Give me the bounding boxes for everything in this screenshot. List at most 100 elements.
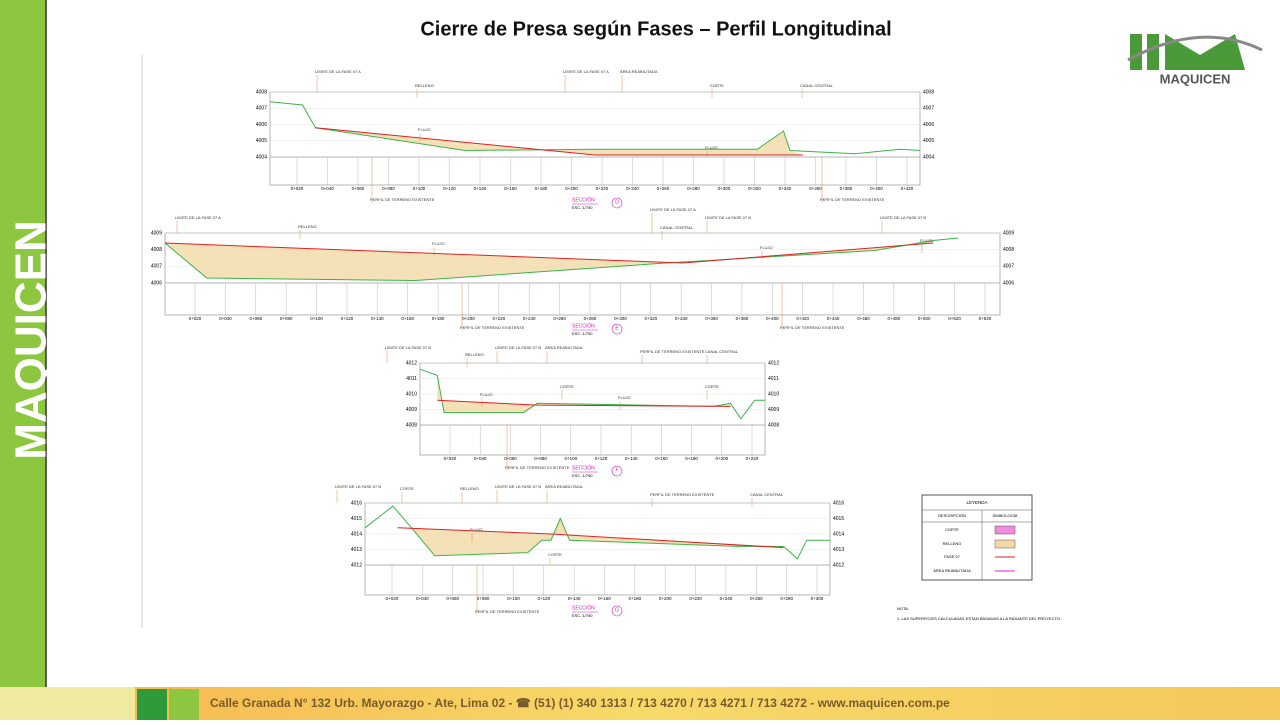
- logo-shape: [1165, 34, 1245, 70]
- legend-swatch: [994, 539, 1016, 549]
- elevation-label: 4006: [1003, 280, 1014, 286]
- annotation: PERFIL DE TERRENO EXISTENTE: [640, 349, 705, 354]
- chainage-label: 0+160: [504, 186, 517, 191]
- chainage-label: 0+320: [644, 316, 657, 321]
- chainage-label: 0+220: [746, 456, 759, 461]
- chainage-label: 0+220: [689, 596, 702, 601]
- chainage-label: 0+240: [720, 596, 733, 601]
- terrain-line: [419, 368, 765, 420]
- chainage-label: 0+200: [462, 316, 475, 321]
- annotation: PERFIL DE TERRENO EXISTENTE: [780, 325, 845, 330]
- annotation: RELLENO: [460, 486, 479, 491]
- legend: LEYENDA DESCRIPCIÓN SIMBOLOGÍA CORTE REL…: [921, 494, 1033, 581]
- terrain-line: [164, 237, 959, 282]
- footer-square: [169, 689, 199, 720]
- elevation-label: 4007: [151, 264, 162, 270]
- station-band: [164, 282, 1001, 316]
- elevation-label: 4012: [351, 562, 362, 568]
- annotation: LÍMITE DE LA FASE 07 A: [650, 207, 696, 212]
- section-circle: [611, 465, 623, 477]
- elevation-label: 4006: [151, 280, 162, 286]
- chainage-label: 0+500: [918, 316, 931, 321]
- chainage-label: 0+140: [474, 186, 487, 191]
- elevation-label: 4012: [406, 360, 417, 366]
- annotation: CORTE: [705, 384, 719, 389]
- annotation: PERFIL DE TERRENO EXISTENTE: [370, 197, 435, 202]
- elevation-label: 4014: [833, 531, 844, 537]
- chainage-label: 0+460: [857, 316, 870, 321]
- annotation: CANAL CENTRAL: [800, 83, 834, 88]
- chainage-label: 0+180: [685, 456, 698, 461]
- annotation: FLUJO: [418, 127, 431, 132]
- design-line: [437, 399, 731, 407]
- legend-row: ÁREA REABILITADA: [933, 568, 971, 573]
- logo-text: MAQUICEN: [1160, 71, 1231, 86]
- logo-arc: [1127, 35, 1263, 62]
- annotation: PERFIL DE TERRENO EXISTENTE: [475, 609, 540, 614]
- elevation-label: 4007: [1003, 264, 1014, 270]
- fill-area: [165, 240, 934, 281]
- annotation: ÁREA REABILITADA: [545, 484, 583, 489]
- chainage-label: 0+240: [626, 186, 639, 191]
- station-band: [269, 156, 921, 186]
- sidebar-text: MAQUICEN: [7, 220, 56, 460]
- elevation-label: 4016: [351, 500, 362, 506]
- elevation-label: 4007: [923, 106, 934, 112]
- annotation: PERFIL DE TERRENO EXISTENTE: [820, 197, 885, 202]
- logo-bar: [1130, 34, 1142, 70]
- chainage-label: 0+120: [341, 316, 354, 321]
- chainage-label: 0+020: [444, 456, 457, 461]
- chainage-label: 0+040: [474, 456, 487, 461]
- station-band: [364, 564, 831, 596]
- design-line: [397, 527, 784, 549]
- chainage-label: 0+480: [888, 316, 901, 321]
- section-label: SECCIÓN: [572, 322, 595, 329]
- elevation-label: 4009: [768, 407, 779, 413]
- chainage-label: 0+280: [687, 186, 700, 191]
- annotation: CORTE: [400, 486, 414, 491]
- sidebar: [0, 0, 46, 687]
- annotation: LÍMITE DE LA FASE 07 B: [495, 484, 541, 489]
- annotation: LÍMITE DE LA FASE 07 A: [175, 215, 221, 220]
- elevation-label: 4011: [768, 376, 779, 382]
- chainage-label: 0+520: [948, 316, 961, 321]
- chainage-label: 0+160: [401, 316, 414, 321]
- chainage-label: 0+080: [477, 596, 490, 601]
- chainage-label: 0+120: [537, 596, 550, 601]
- chainage-label: 0+180: [432, 316, 445, 321]
- section-circle: [611, 323, 623, 335]
- chainage-label: 0+220: [493, 316, 506, 321]
- chainage-label: 0+100: [310, 316, 323, 321]
- chainage-label: 0+160: [598, 596, 611, 601]
- chainage-label: 0+400: [766, 316, 779, 321]
- annotation: CANAL CENTRAL: [750, 492, 784, 497]
- legend-header: DESCRIPCIÓN: [938, 513, 966, 518]
- chainage-label: 0+200: [715, 456, 728, 461]
- chainage-label: 0+300: [718, 186, 731, 191]
- section-scale: ESC.:1/750: [572, 331, 593, 336]
- annotation: FLUJO: [618, 395, 631, 400]
- elevation-label: 4011: [406, 376, 417, 382]
- annotation: LÍMITE DE LA FASE 07 B: [335, 484, 381, 489]
- chainage-label: 0+300: [811, 596, 824, 601]
- chainage-label: 0+080: [382, 186, 395, 191]
- elevation-label: 4012: [768, 360, 779, 366]
- terrain-line: [269, 101, 921, 155]
- chainage-label: 0+120: [443, 186, 456, 191]
- elevation-label: 4016: [833, 500, 844, 506]
- chainage-label: 0+140: [568, 596, 581, 601]
- chainage-label: 0+240: [523, 316, 536, 321]
- section-label: SECCIÓN: [572, 604, 595, 611]
- legend-row: CORTE: [945, 527, 959, 532]
- chainage-label: 0+040: [416, 596, 429, 601]
- annotation: PERFIL DE TERRENO EXISTENTE: [650, 492, 715, 497]
- drawings: 4008 4008 4007 4007 4006 4006 4005 4005 4004 4004…: [151, 69, 1014, 618]
- chainage-label: 0+540: [979, 316, 992, 321]
- elevation-label: 4004: [923, 154, 934, 160]
- elevation-label: 4008: [768, 422, 779, 428]
- annotation: ÁREA REABILITADA: [545, 345, 583, 350]
- chainage-label: 0+060: [249, 316, 262, 321]
- annotation: CORTE: [560, 384, 574, 389]
- annotation: RELLENO: [298, 224, 317, 229]
- logo: MAQUICEN: [1127, 34, 1263, 86]
